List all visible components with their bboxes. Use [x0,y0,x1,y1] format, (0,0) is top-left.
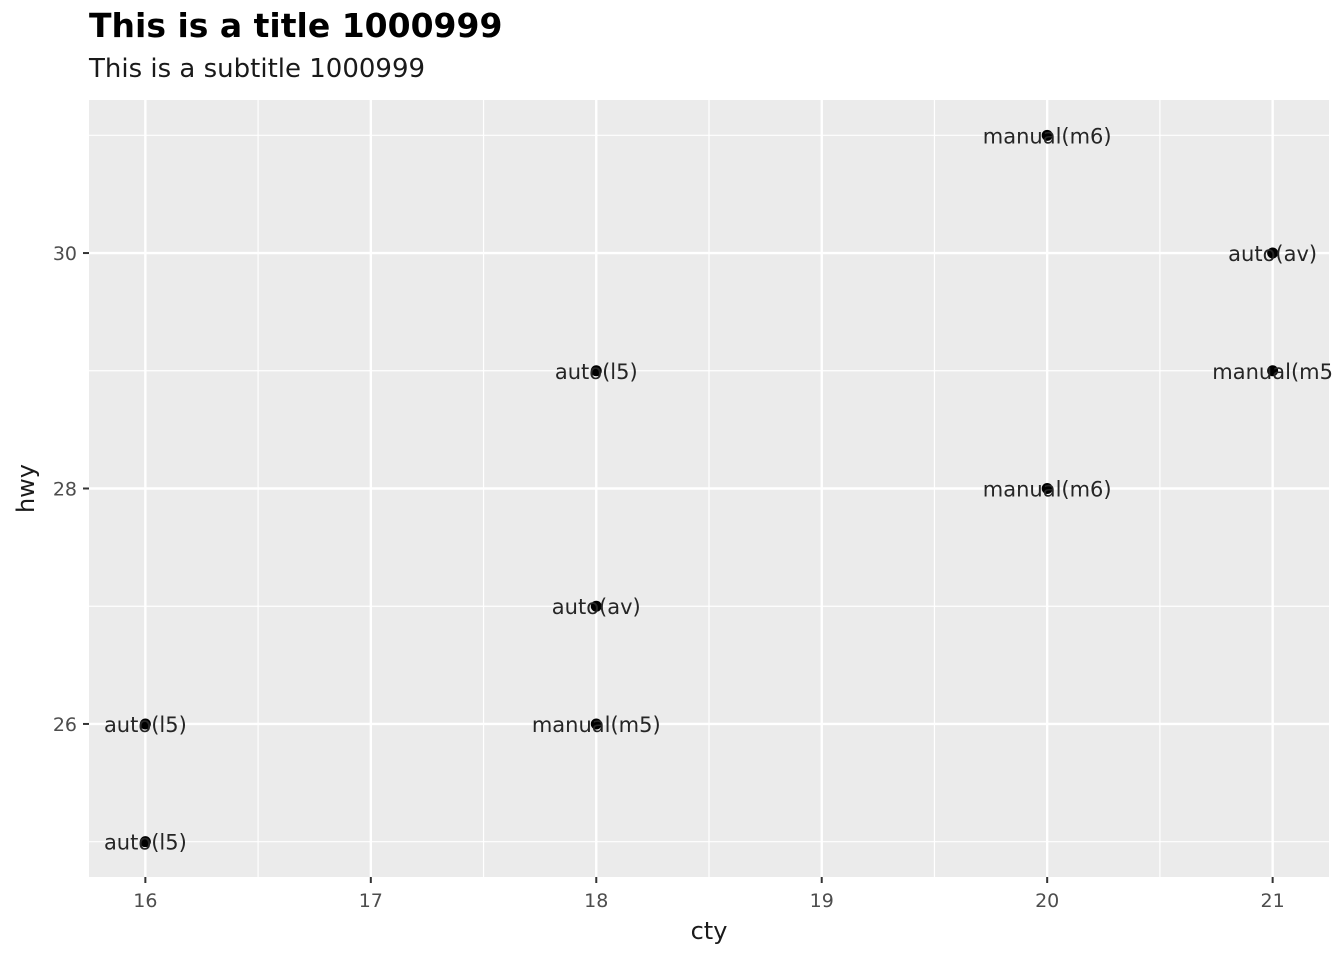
point-label: auto(l5) [104,713,187,737]
point-label: auto(l5) [555,360,638,384]
major-gridlines [89,100,1329,877]
data-point [1267,365,1279,377]
point-label: manual(m5 [1212,360,1333,384]
point-label: manual(m6) [983,478,1112,502]
data-point [1041,129,1053,141]
data-point [590,600,602,612]
data-points [139,129,1279,848]
data-point [590,365,602,377]
y-tick-label: 26 [53,714,77,736]
point-label: manual(m6) [983,124,1112,148]
point-label: auto(av) [552,595,641,619]
data-point [139,836,151,848]
point-label: manual(m5) [532,713,661,737]
x-tick-label: 19 [810,890,834,912]
x-tick-label: 20 [1035,890,1059,912]
chart-subtitle: This is a subtitle 1000999 [89,54,426,84]
x-tick-label: 17 [359,890,383,912]
x-tick-label: 16 [133,890,157,912]
data-point [1041,483,1053,494]
y-tick-label: 30 [53,243,77,265]
axis-ticks: 16 17 18 19 20 21 26 28 30 [53,243,1285,912]
data-point [1267,247,1279,259]
point-label: auto(l5) [104,831,187,855]
y-axis-title: hwy [12,464,40,513]
point-label: auto(av) [1228,242,1317,266]
y-tick-label: 28 [53,479,77,501]
x-tick-label: 21 [1261,890,1285,912]
chart-title: This is a title 1000999 [89,6,503,45]
data-point [590,718,602,730]
x-axis-title: cty [691,917,728,945]
point-labels: manual(m6) auto(av) auto(l5) manual(m5 manua… [104,124,1333,854]
data-point [139,718,151,730]
x-tick-label: 18 [584,890,608,912]
